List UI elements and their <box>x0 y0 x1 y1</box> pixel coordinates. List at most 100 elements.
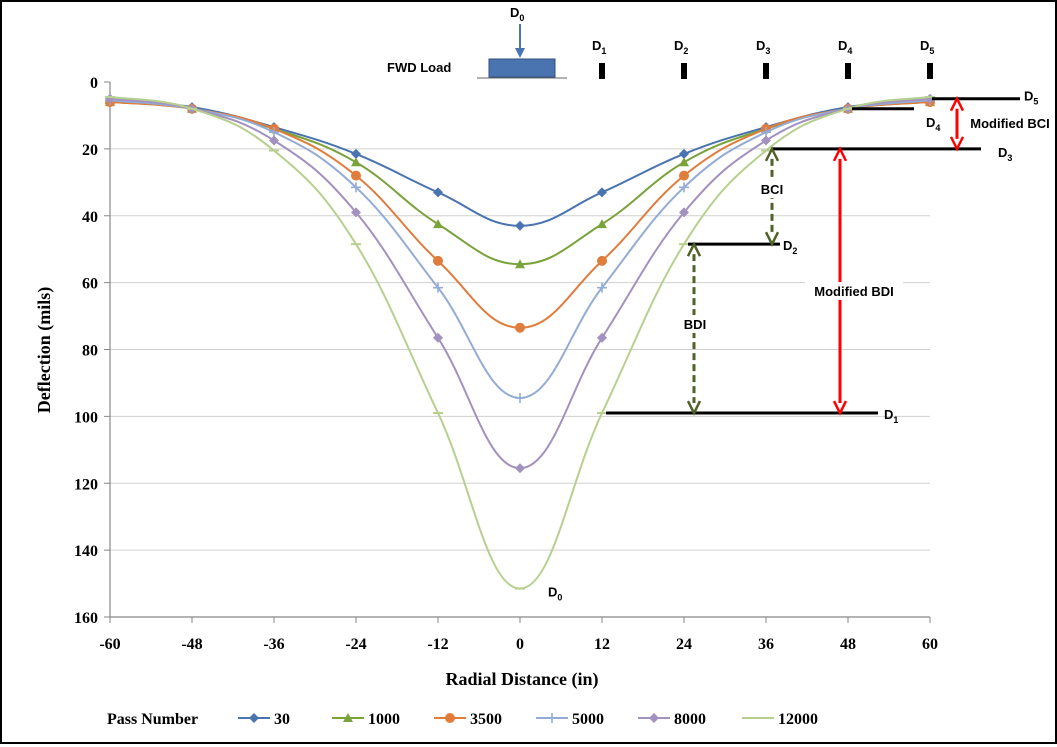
level-label-d3-text: D3 <box>998 145 1012 163</box>
legend-item-12000: 12000 <box>742 711 818 728</box>
series-line-1000 <box>109 101 931 266</box>
x-tick-label: 48 <box>840 636 856 653</box>
sensor-label-d2: D2 <box>674 38 688 56</box>
sensor-label-d4-text: D4 <box>838 38 852 56</box>
bdi-arrow <box>686 241 702 416</box>
legend: Pass Number 30 1000 3500 5000 8000 12000 <box>107 711 818 728</box>
legend-item-5000: 5000 <box>536 711 604 728</box>
load-plate <box>488 58 556 78</box>
modified-bci-arrow-head-bottom <box>949 136 965 152</box>
data-point <box>515 259 525 269</box>
legend-swatch-marker <box>649 713 659 723</box>
y-tick-labels: 0 20 40 60 80 100 120 140 160 <box>74 75 98 627</box>
bdi-label: BDI <box>684 317 706 332</box>
series-5000 <box>105 95 935 403</box>
legend-swatch-marker <box>343 713 353 722</box>
data-point <box>515 392 525 403</box>
x-tick-label: 24 <box>676 636 692 653</box>
legend-swatch-marker <box>547 713 557 723</box>
axes <box>104 81 931 623</box>
data-point <box>269 127 279 138</box>
y-axis-title: Deflection (mils) <box>34 287 55 413</box>
sensor-marker <box>763 63 769 79</box>
sensor-marker <box>599 63 605 79</box>
sensor-marker <box>845 63 851 79</box>
data-point <box>269 135 279 146</box>
sensor-label-d0-text: D0 <box>510 5 524 23</box>
data-point <box>597 282 607 293</box>
sensor-marker <box>927 63 933 79</box>
legend-item-8000: 8000 <box>638 711 706 728</box>
x-tick-label: 0 <box>516 636 524 653</box>
data-point <box>761 127 771 138</box>
data-point <box>679 148 689 159</box>
sensor-label-d3-text: D3 <box>756 38 770 56</box>
data-point <box>597 255 607 266</box>
sensor-label-d2-text: D2 <box>674 38 688 56</box>
sensor-label-d5-text: D5 <box>920 38 934 56</box>
data-point <box>679 182 689 193</box>
sensor-label-d5: D5 <box>920 38 934 56</box>
y-tick-label: 160 <box>74 610 98 627</box>
data-point <box>597 332 607 343</box>
modified-bdi-arrow-head-top <box>832 146 848 162</box>
modified-bci-label: Modified BCI <box>970 116 1049 131</box>
data-point <box>679 157 689 167</box>
sensor-marker <box>681 63 687 79</box>
level-label-d4-text: D4 <box>926 115 940 133</box>
data-point <box>433 255 443 266</box>
data-point <box>679 170 689 181</box>
data-point <box>597 187 607 198</box>
y-tick-label: 140 <box>74 543 98 560</box>
bdi-label-bg <box>682 315 708 333</box>
legend-label: 30 <box>274 711 290 728</box>
modified-bdi-label: Modified BDI <box>814 284 893 299</box>
series-line-5000 <box>109 99 931 399</box>
sensor-label-d4: D4 <box>838 38 852 56</box>
x-tick-label: 36 <box>758 636 774 653</box>
load-arrow-head <box>515 48 525 58</box>
gridlines <box>110 148 930 618</box>
fwd-load-label: FWD Load <box>387 60 451 75</box>
data-point <box>351 157 361 167</box>
data-point <box>515 322 525 333</box>
legend-swatch-marker <box>445 713 455 723</box>
data-point <box>515 220 525 231</box>
data-point <box>433 219 443 229</box>
legend-title: Pass Number <box>107 711 198 728</box>
legend-item-3500: 3500 <box>434 711 502 728</box>
x-tick-label: 60 <box>922 636 938 653</box>
modified-bdi-label-bg <box>805 282 903 300</box>
data-point <box>597 219 607 229</box>
legend-item-1000: 1000 <box>332 711 400 728</box>
modified-bci-arrow-head-top <box>949 95 965 112</box>
legend-label: 8000 <box>674 711 706 728</box>
bdi-arrow-head-bottom <box>686 400 702 416</box>
level-label-d5: D5 <box>1024 89 1038 107</box>
x-tick-label: -48 <box>181 636 202 653</box>
bci-label: BCI <box>761 182 783 197</box>
modified-bdi-arrow-head-bottom <box>832 400 848 416</box>
level-label-d2-text: D2 <box>783 238 797 256</box>
bci-label-bg <box>759 180 785 198</box>
y-tick-label: 40 <box>82 209 98 226</box>
sensor-label-d1: D1 <box>592 38 606 56</box>
y-tick-label: 0 <box>90 75 98 92</box>
y-tick-label: 80 <box>82 343 98 360</box>
y-tick-label: 60 <box>82 276 98 293</box>
series-line-12000 <box>109 96 931 590</box>
peak-label-d0-text: D0 <box>548 585 562 603</box>
data-point <box>433 187 443 198</box>
level-label-d5-text: D5 <box>1024 89 1038 107</box>
level-label-d3: D3 <box>998 145 1012 163</box>
legend-label: 3500 <box>470 711 502 728</box>
level-label-d4: D4 <box>926 115 940 133</box>
level-label-d1-text: D1 <box>884 407 898 425</box>
modified-bdi-arrow <box>832 146 848 416</box>
data-point <box>351 182 361 193</box>
x-tick-label: -12 <box>427 636 448 653</box>
sensor-label-d1-text: D1 <box>592 38 606 56</box>
legend-label: 5000 <box>572 711 604 728</box>
